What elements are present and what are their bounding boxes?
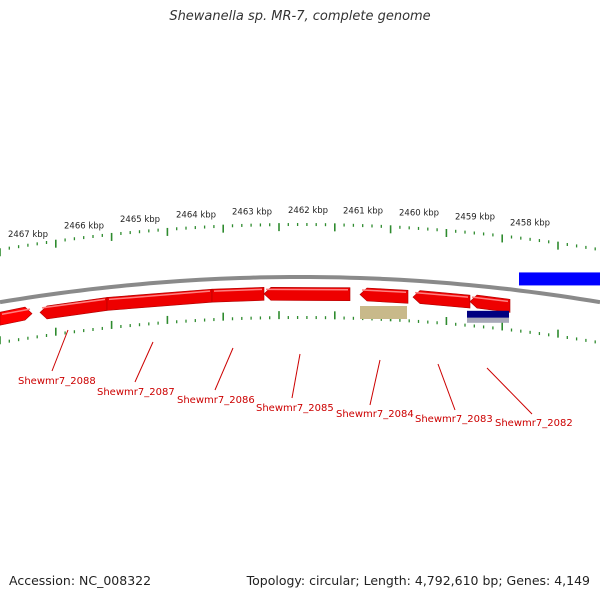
gene-label: Shewmr7_2087 <box>97 387 175 398</box>
gene-track <box>0 272 600 326</box>
gene-label-leader <box>134 341 154 383</box>
gene-highlight <box>361 289 407 294</box>
inner-tick-track <box>0 311 596 345</box>
gene-highlight <box>414 291 469 298</box>
gene-labels: Shewmr7_2088Shewmr7_2087Shewmr7_2086Shew… <box>18 329 573 429</box>
outer-tick-track <box>0 223 596 257</box>
genome-summary-text: Topology: circular; Length: 4,792,610 bp… <box>246 573 590 588</box>
feature-track <box>360 306 509 323</box>
gene-highlight <box>41 298 106 309</box>
kbp-tick-label: 2459 kbp <box>455 213 495 223</box>
kbp-tick-label: 2467 kbp <box>8 230 48 240</box>
accession-text: Accession: NC_008322 <box>9 573 152 588</box>
page-title: Shewanella sp. MR-7, complete genome <box>169 9 431 24</box>
kbp-tick-label: 2464 kbp <box>176 210 216 220</box>
kbp-tick-label: 2463 kbp <box>232 207 272 217</box>
gene-arrow <box>263 287 351 302</box>
feature-navy-base <box>467 317 509 323</box>
kbp-tick-label: 2462 kbp <box>288 206 328 216</box>
gene-label: Shewmr7_2085 <box>256 403 334 414</box>
gene-label-leader <box>214 347 234 391</box>
gene-label-leader <box>486 367 533 415</box>
gene-highlight <box>108 290 211 301</box>
feature-tan-block <box>360 306 407 320</box>
gene-highlight <box>1 308 31 315</box>
gene-label-leader <box>369 359 381 406</box>
kbp-tick-label: 2466 kbp <box>64 222 104 232</box>
gene-label-leader <box>291 353 301 399</box>
gene-highlight <box>471 296 509 303</box>
gene-label: Shewmr7_2083 <box>415 414 493 425</box>
gene-arrow <box>469 294 511 313</box>
kbp-tick-label: 2465 kbp <box>120 215 160 225</box>
feature-navy-block <box>467 310 509 318</box>
gene-label: Shewmr7_2084 <box>336 409 414 420</box>
gene-label-leader <box>437 363 456 411</box>
gene-label-leader <box>51 329 69 372</box>
gene-arrow <box>0 306 33 326</box>
kbp-labels: 2467 kbp 2466 kbp 2465 kbp 2464 kbp 2463 kbp… <box>8 206 550 240</box>
gene-label: Shewmr7_2086 <box>177 395 255 406</box>
gene-label: Shewmr7_2088 <box>18 376 96 387</box>
gene-blue-block <box>519 272 600 286</box>
kbp-tick-label: 2458 kbp <box>510 218 550 228</box>
kbp-tick-label: 2461 kbp <box>343 207 383 217</box>
kbp-tick-label: 2460 kbp <box>399 209 439 219</box>
gene-highlight <box>213 288 263 292</box>
genome-backbone <box>0 275 600 305</box>
gene-label: Shewmr7_2082 <box>495 418 573 429</box>
